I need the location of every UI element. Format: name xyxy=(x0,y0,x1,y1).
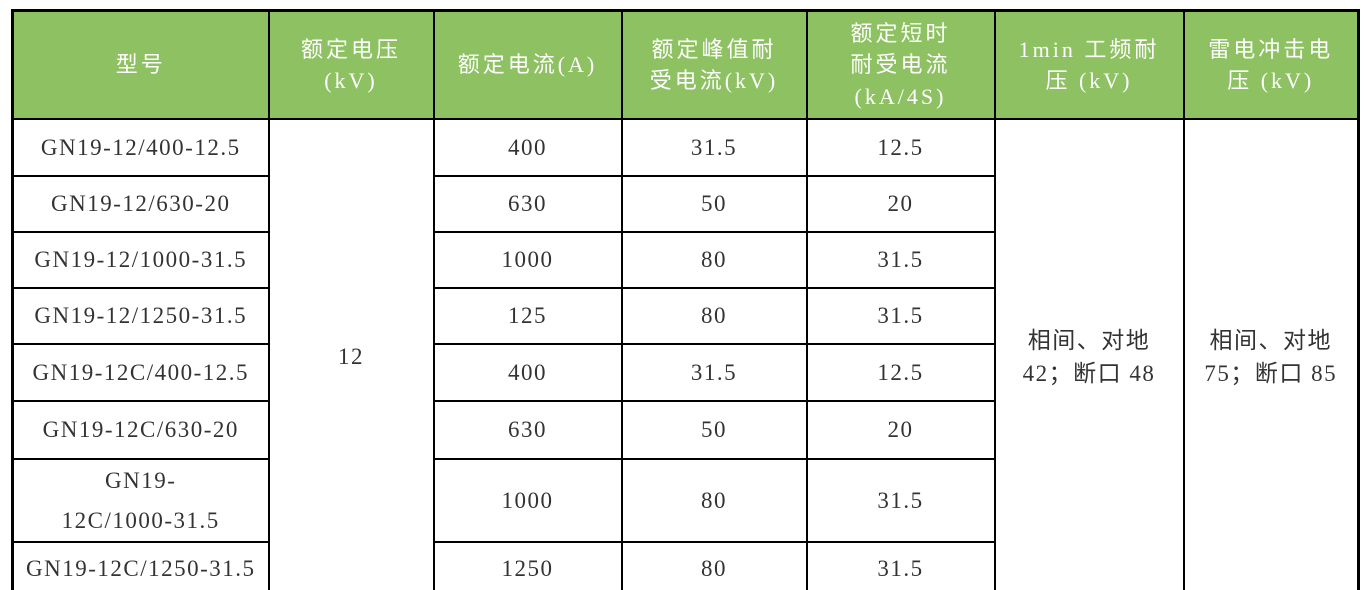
spec-table: 型号 额定电压 (kV) 额定电流(A) 额定峰值耐 受电流(kV) 额定短时 … xyxy=(11,9,1360,590)
rated-current-cell: 400 xyxy=(432,118,623,177)
model-cell: GN19-12/400-12.5 xyxy=(11,118,270,177)
table-row: GN19-12C/400-12.5 400 31.5 12.5 xyxy=(11,343,1359,402)
column-header-peak-withstand-current: 额定峰值耐 受电流(kV) xyxy=(620,9,808,120)
peak-withstand-cell: 80 xyxy=(620,231,808,289)
peak-withstand-cell: 31.5 xyxy=(620,343,808,402)
model-cell: GN19-12/1000-31.5 xyxy=(11,231,270,289)
model-cell: GN19-12C/1250-31.5 xyxy=(11,541,270,590)
table-header-row: 型号 额定电压 (kV) 额定电流(A) 额定峰值耐 受电流(kV) 额定短时 … xyxy=(11,9,1360,120)
rated-current-cell: 630 xyxy=(432,400,623,460)
peak-withstand-cell: 50 xyxy=(620,400,808,460)
column-header-short-time-withstand-current: 额定短时 耐受电流 (kA/4S) xyxy=(805,9,996,120)
peak-withstand-cell: 80 xyxy=(620,458,808,543)
table-row: GN19-12/630-20 630 50 20 xyxy=(11,175,1359,233)
short-time-withstand-cell: 31.5 xyxy=(805,231,996,289)
table-row: GN19- 12C/1000-31.5 1000 80 31.5 xyxy=(11,458,1359,543)
rated-current-cell: 125 xyxy=(432,287,623,345)
short-time-withstand-cell: 12.5 xyxy=(805,343,996,402)
table-row: GN19-12C/1250-31.5 1250 80 31.5 xyxy=(11,541,1359,590)
short-time-withstand-cell: 20 xyxy=(805,400,996,460)
model-cell: GN19-12C/630-20 xyxy=(11,400,270,460)
column-header-lightning-impulse-voltage: 雷电冲击电 压 (kV) xyxy=(1182,9,1360,120)
table-row: GN19-12C/630-20 630 50 20 xyxy=(11,400,1359,460)
short-time-withstand-cell: 12.5 xyxy=(805,118,996,177)
table-row: GN19-12/1250-31.5 125 80 31.5 xyxy=(11,287,1359,345)
rated-current-cell: 1250 xyxy=(432,541,623,590)
model-cell: GN19-12/630-20 xyxy=(11,175,270,233)
short-time-withstand-cell: 20 xyxy=(805,175,996,233)
rated-current-cell: 1000 xyxy=(432,231,623,289)
power-frequency-withstand-merged-cell: 相间、对地 42；断口 48 xyxy=(993,118,1185,590)
short-time-withstand-cell: 31.5 xyxy=(805,287,996,345)
rated-current-cell: 630 xyxy=(432,175,623,233)
rated-current-cell: 400 xyxy=(432,343,623,402)
lightning-impulse-merged-cell: 相间、对地 75；断口 85 xyxy=(1182,118,1360,590)
column-header-rated-voltage: 额定电压 (kV) xyxy=(267,9,435,120)
column-header-model: 型号 xyxy=(11,9,270,120)
peak-withstand-cell: 50 xyxy=(620,175,808,233)
column-header-rated-current: 额定电流(A) xyxy=(432,9,623,120)
peak-withstand-cell: 80 xyxy=(620,541,808,590)
rated-current-cell: 1000 xyxy=(432,458,623,543)
peak-withstand-cell: 31.5 xyxy=(620,118,808,177)
peak-withstand-cell: 80 xyxy=(620,287,808,345)
model-cell: GN19-12/1250-31.5 xyxy=(11,287,270,345)
column-header-power-frequency-withstand-voltage: 1min 工频耐 压 (kV) xyxy=(993,9,1185,120)
short-time-withstand-cell: 31.5 xyxy=(805,458,996,543)
rated-voltage-merged-cell: 12 xyxy=(267,118,435,590)
short-time-withstand-cell: 31.5 xyxy=(805,541,996,590)
model-cell: GN19-12C/400-12.5 xyxy=(11,343,270,402)
model-cell: GN19- 12C/1000-31.5 xyxy=(11,458,270,543)
table-row: GN19-12/400-12.5 12 400 31.5 12.5 相间、对地 … xyxy=(11,118,1360,590)
table-row: GN19-12/1000-31.5 1000 80 31.5 xyxy=(11,231,1359,289)
